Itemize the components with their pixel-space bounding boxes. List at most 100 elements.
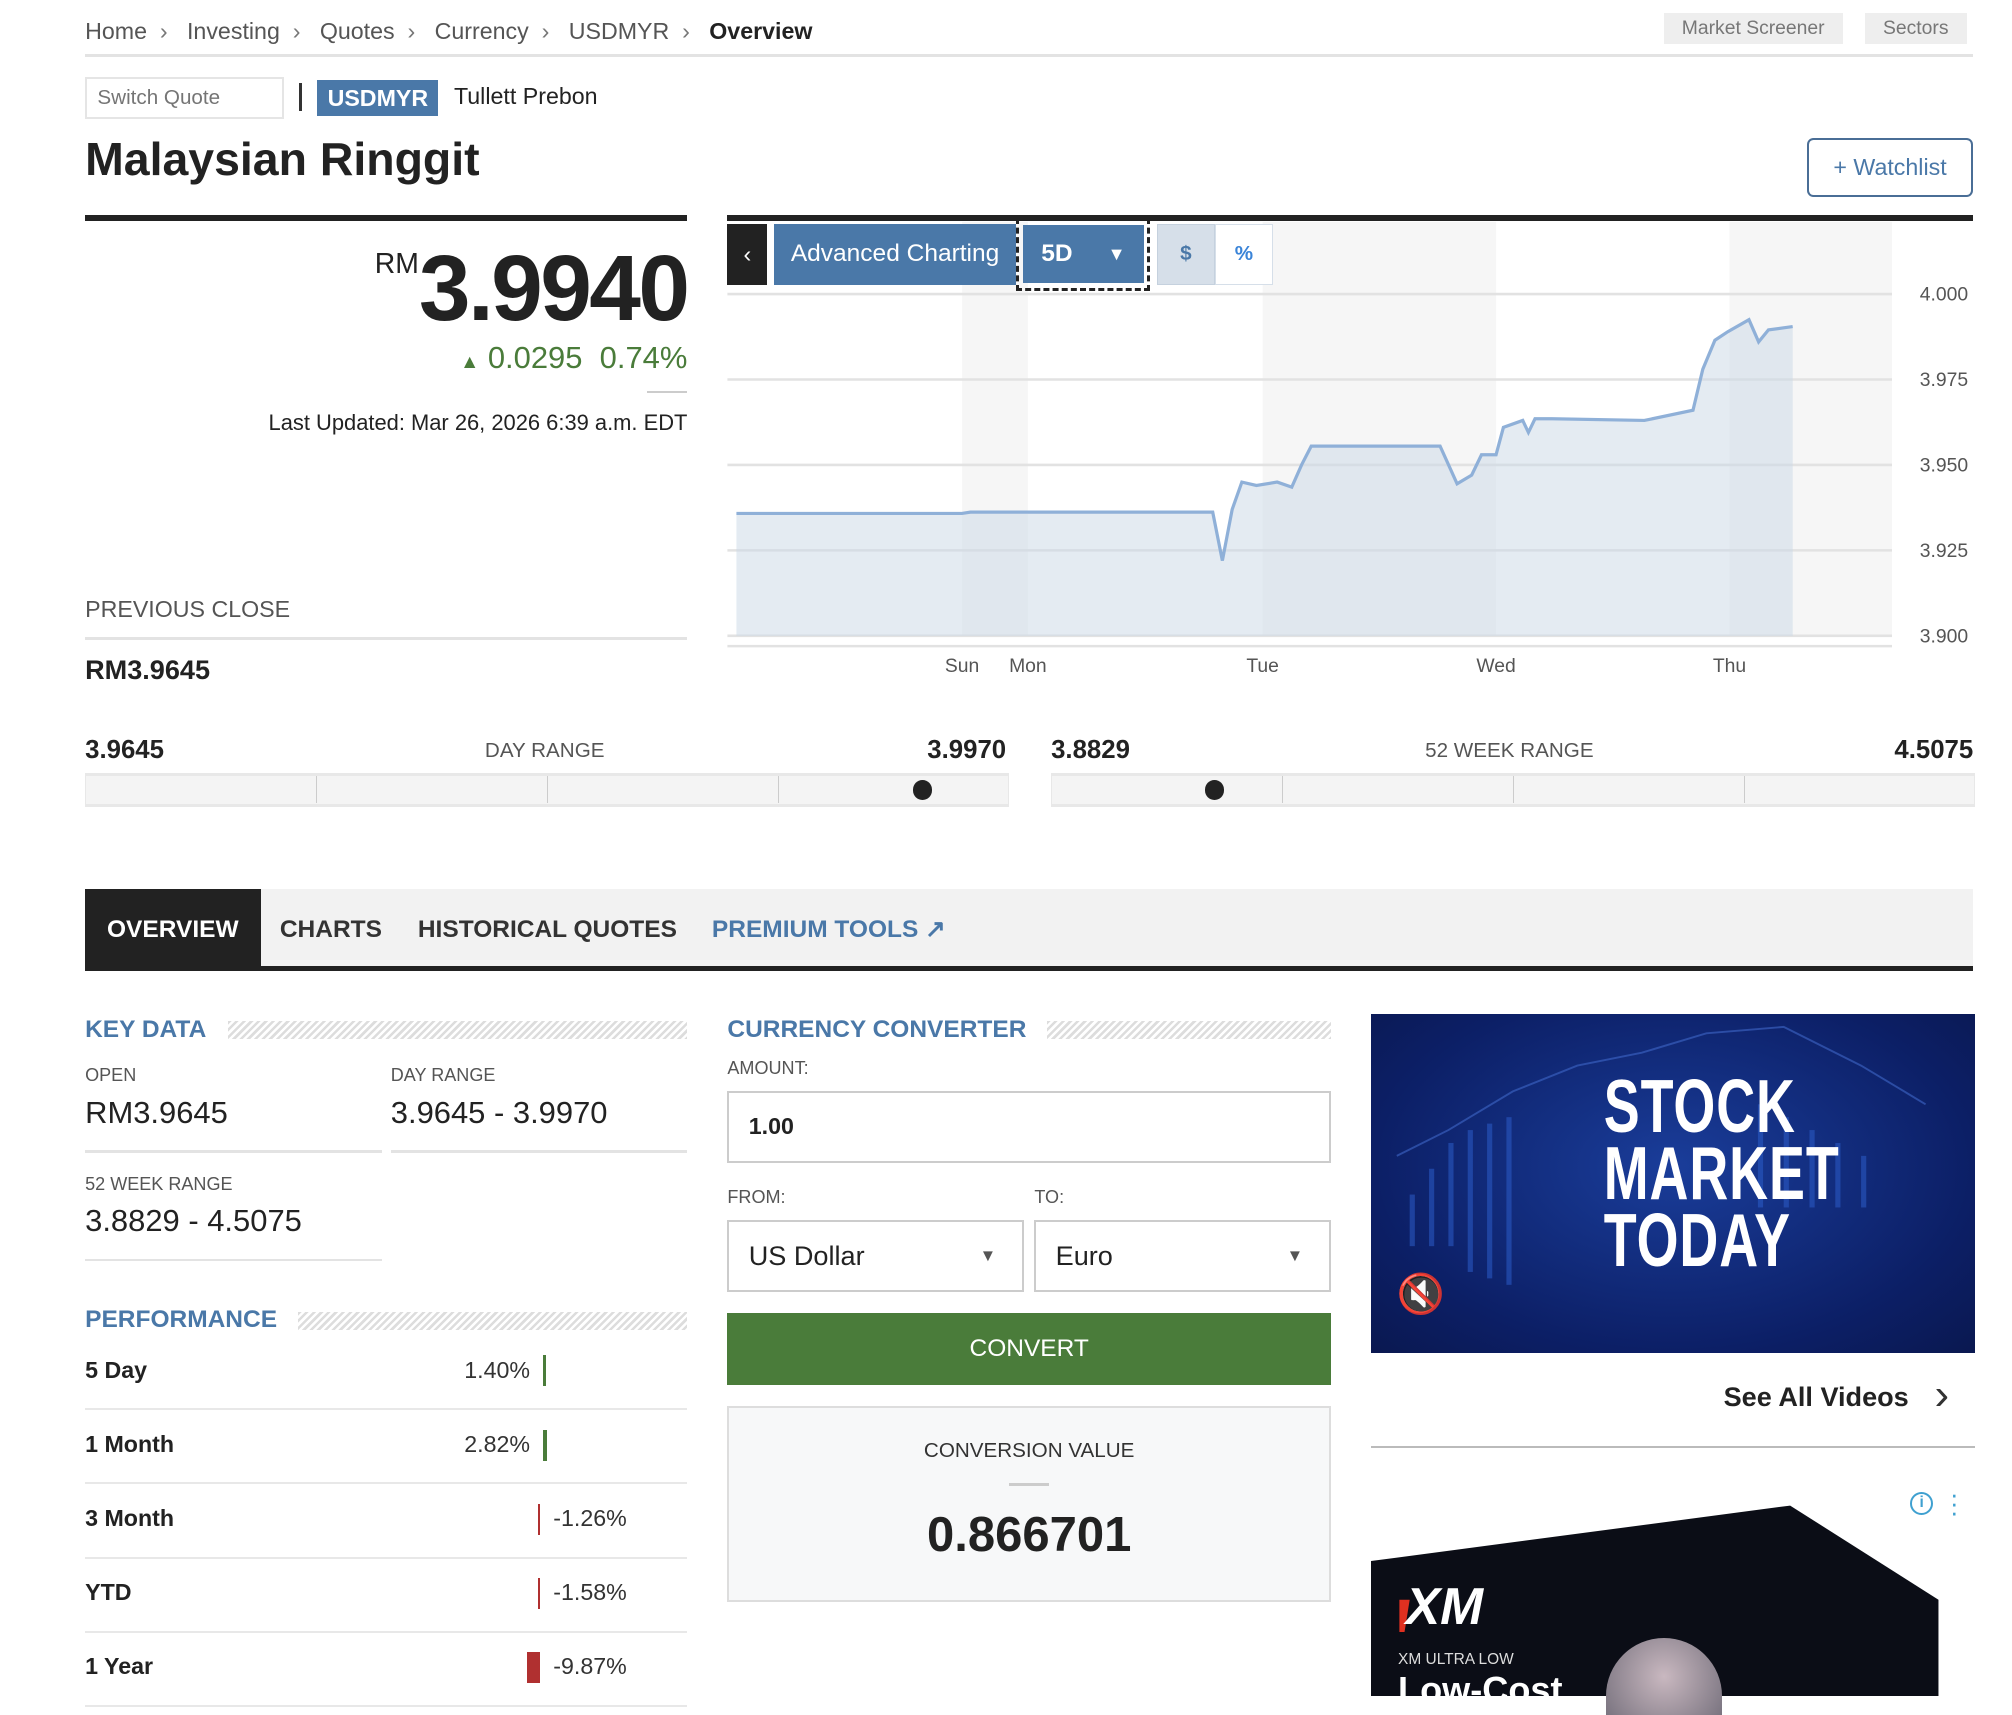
tab-historical-quotes[interactable]: HISTORICAL QUOTES	[417, 915, 677, 943]
breadcrumb-quotes[interactable]: Quotes	[319, 18, 395, 45]
week52-range-marker	[1205, 780, 1225, 800]
chevron-right-icon: ›	[682, 18, 690, 45]
week52-range-label: 52 WEEK RANGE	[85, 1173, 233, 1194]
breadcrumb-current: Overview	[709, 18, 813, 45]
to-currency-value: Euro	[1055, 1240, 1113, 1272]
ad-banner[interactable]	[1370, 1503, 1951, 1696]
video-title: STOCK MARKET TODAY	[1604, 1064, 1840, 1283]
to-currency-select[interactable]: Euro ▼	[1034, 1220, 1331, 1293]
week52-range-label: 52 WEEK RANGE	[1425, 738, 1594, 762]
divider	[1009, 1483, 1050, 1486]
ad-headline: Low-Cost	[1398, 1668, 1563, 1698]
price-change: ▲ 0.0295 0.74%	[460, 340, 687, 376]
tab-premium-tools[interactable]: PREMIUM TOOLS ↗	[712, 889, 946, 972]
price-chart: 4.000 3.975 3.950 3.925 3.900 Sun Mon Tue Wed Thu	[727, 221, 1968, 677]
amount-label: AMOUNT:	[727, 1057, 809, 1078]
range-segment-divider	[1512, 776, 1515, 804]
sectors-button[interactable]: Sectors	[1864, 12, 1967, 44]
chevron-right-icon[interactable]: ›	[1934, 1369, 1950, 1419]
range-segment-divider	[315, 776, 318, 804]
mute-icon[interactable]: 🔇	[1396, 1272, 1445, 1316]
dollar-toggle[interactable]: $	[1156, 224, 1215, 286]
performance-period: 1 Year	[85, 1653, 154, 1680]
ad-text: XM ULTRA LOW	[1398, 1650, 1514, 1668]
divider	[85, 637, 688, 640]
see-all-videos-link[interactable]: See All Videos	[1723, 1381, 1909, 1413]
performance-bar	[542, 1429, 547, 1461]
amount-input[interactable]: 1.00	[727, 1091, 1331, 1164]
divider	[85, 54, 1974, 57]
y-tick-label: 3.950	[1920, 454, 1968, 476]
divider	[299, 82, 302, 111]
change-value: 0.0295	[487, 340, 583, 376]
performance-value: -1.26%	[553, 1505, 627, 1532]
range-select[interactable]: 5D ▼	[1016, 217, 1151, 292]
video-player[interactable]: STOCK MARKET TODAY 🔇	[1370, 1013, 1975, 1353]
y-tick-label: 3.975	[1920, 369, 1968, 391]
day-range-marker	[912, 780, 933, 800]
market-screener-button[interactable]: Market Screener	[1663, 12, 1843, 44]
conversion-value-label: CONVERSION VALUE	[923, 1438, 1135, 1462]
hatch-divider	[228, 1021, 688, 1040]
symbol-badge: USDMYR	[317, 79, 439, 117]
convert-button[interactable]: CONVERT	[727, 1312, 1331, 1386]
divider	[647, 390, 688, 394]
breadcrumb: Home › Investing › Quotes › Currency › USDMY…	[85, 18, 823, 45]
switch-quote-input[interactable]	[85, 77, 284, 119]
collapse-chevron-left-icon[interactable]: ‹	[727, 224, 768, 286]
divider	[85, 965, 1974, 972]
breadcrumb-currency[interactable]: Currency	[434, 18, 529, 45]
currency-symbol: RM	[374, 247, 419, 280]
week52-range-low: 3.8829	[1051, 736, 1130, 765]
day-range-bar	[85, 772, 1009, 808]
previous-close-label: PREVIOUS CLOSE	[85, 595, 291, 622]
price-line	[736, 317, 1793, 561]
price-display: RM3.9940	[374, 235, 690, 342]
day-range-value: 3.9645 - 3.9970	[390, 1094, 608, 1130]
performance-period: YTD	[85, 1579, 132, 1606]
performance-value: 1.40%	[464, 1356, 531, 1383]
ad-logo: XM	[1405, 1577, 1484, 1635]
breadcrumb-symbol[interactable]: USDMYR	[568, 18, 670, 45]
percent-toggle[interactable]: %	[1214, 224, 1273, 286]
tab-overview[interactable]: OVERVIEW	[85, 888, 261, 966]
x-tick-label: Tue	[1246, 655, 1279, 677]
divider	[727, 215, 1974, 221]
plus-icon: +	[1833, 153, 1854, 180]
x-tick-label: Sun	[945, 655, 979, 677]
arrow-up-icon: ▲	[460, 351, 480, 374]
chevron-right-icon: ›	[407, 18, 416, 45]
x-tick-label: Mon	[1009, 655, 1047, 677]
watchlist-label: Watchlist	[1853, 153, 1947, 180]
chevron-right-icon: ›	[292, 18, 301, 45]
from-currency-select[interactable]: US Dollar ▼	[727, 1220, 1025, 1293]
watchlist-button[interactable]: + Watchlist	[1806, 137, 1974, 198]
day-range-label: DAY RANGE	[484, 738, 605, 762]
chevron-right-icon: ›	[541, 18, 550, 45]
x-tick-label: Thu	[1713, 655, 1746, 677]
external-link-icon: ↗	[925, 915, 946, 943]
divider	[85, 1258, 382, 1262]
day-range-low: 3.9645	[85, 736, 164, 765]
y-tick-label: 4.000	[1920, 284, 1968, 306]
performance-row: 1 Month 2.82%	[85, 1409, 688, 1485]
breadcrumb-investing[interactable]: Investing	[186, 18, 280, 45]
tab-charts[interactable]: CHARTS	[279, 915, 382, 943]
open-value: RM3.9645	[85, 1094, 228, 1130]
conversion-result-panel: CONVERSION VALUE 0.866701	[727, 1405, 1331, 1602]
range-segment-divider	[546, 776, 549, 804]
price: 3.9940	[418, 235, 690, 340]
video-thumbnail-graphic	[1396, 1025, 1927, 1285]
performance-value: 2.82%	[464, 1430, 531, 1457]
tab-bar	[85, 888, 1974, 966]
ad-info-icon[interactable]: i	[1910, 1492, 1934, 1516]
ad-menu-icon[interactable]: · · ·	[1950, 1480, 1959, 1527]
divider	[390, 1150, 688, 1153]
performance-period: 1 Month	[85, 1430, 175, 1457]
divider	[85, 215, 688, 221]
advanced-charting-button[interactable]: Advanced Charting	[773, 224, 1017, 286]
x-tick-label: Wed	[1476, 655, 1515, 677]
breadcrumb-home[interactable]: Home	[85, 18, 148, 45]
performance-period: 5 Day	[85, 1356, 148, 1383]
divider	[85, 1150, 382, 1153]
